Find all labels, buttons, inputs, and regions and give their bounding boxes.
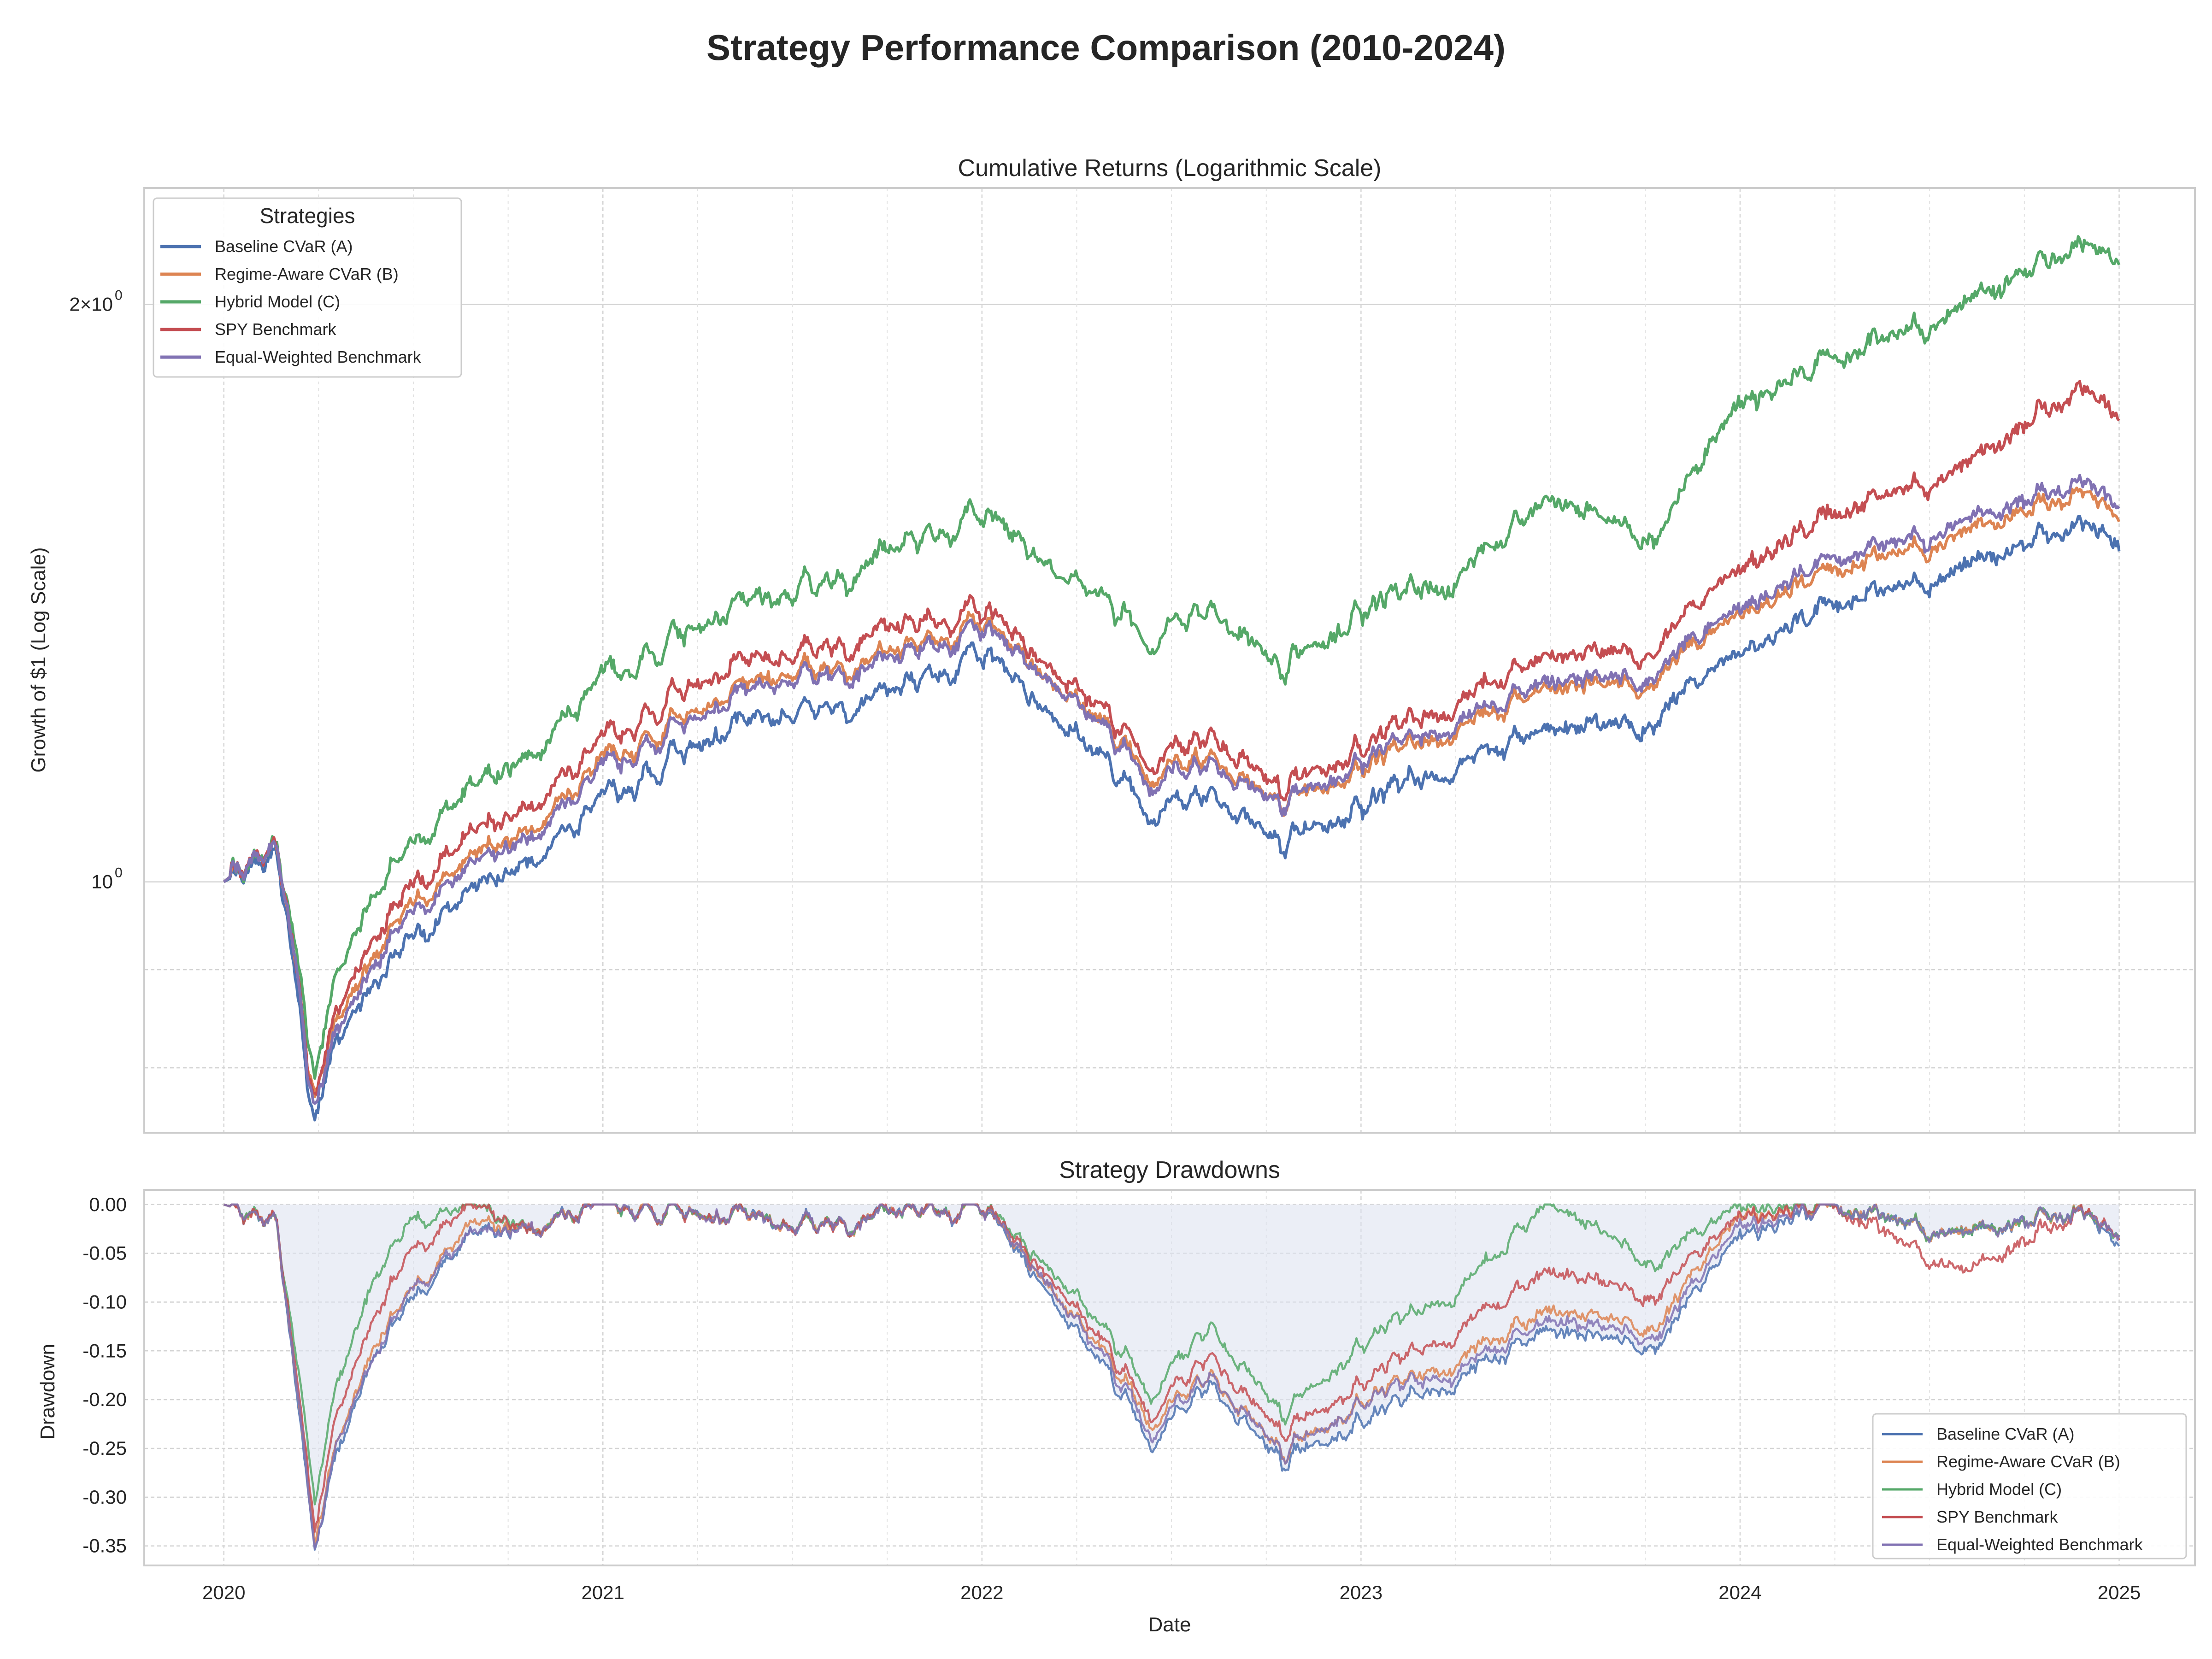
top-grid [144,188,2195,1133]
bottom-x-tick-label: 2025 [2098,1582,2141,1603]
bottom-x-tick-label: 2020 [202,1582,245,1603]
top-legend-label: Baseline CVaR (A) [215,237,353,256]
bottom-y-tick-label: -0.10 [82,1291,127,1312]
top-y-tick-label: 10 [91,871,113,893]
bottom-legend: Baseline CVaR (A) Regime-Aware CVaR (B) Hy… [1872,1413,2187,1559]
bottom-legend-box [1872,1413,2187,1559]
bottom-y-tick-label: -0.20 [82,1388,127,1410]
bottom-y-tick-label: -0.05 [82,1242,127,1264]
bottom-chart-title: Strategy Drawdowns [1059,1157,1280,1183]
top-legend-label: Regime-Aware CVaR (B) [215,265,399,283]
bottom-legend-label: Baseline CVaR (A) [1936,1424,2074,1443]
figure-suptitle: Strategy Performance Comparison (2010-20… [706,27,1506,68]
series-line-4 [223,474,2120,1105]
top-legend: Strategies Baseline CVaR (A) Regime-Aware… [153,197,462,378]
cumulative-returns-panel: Cumulative Returns (Logarithmic Scale) 1… [27,155,2196,1134]
top-y-axis-label: Growth of $1 (Log Scale) [27,547,50,772]
bottom-legend-label: SPY Benchmark [1936,1507,2058,1526]
bottom-legend-label: Hybrid Model (C) [1936,1480,2062,1499]
bottom-plot-frame [143,1189,2196,1566]
series-line-0 [223,515,2121,1122]
top-y-ticks: 10 02×10 0 [69,288,122,893]
drawdowns-panel: Strategy Drawdowns 0.00 -0.05 -0.10 -0.15 -0… [36,1157,2196,1636]
top-y-tick-exponent: 0 [115,865,123,881]
bottom-y-ticks: 0.00 -0.05 -0.10 -0.15 -0.20 -0.25 -0.30 -0.35 [82,1194,127,1557]
series-line-2 [223,235,2121,1080]
top-y-tick-label: 2×10 [69,294,113,315]
bottom-x-tick-label: 2024 [1718,1582,1761,1603]
top-legend-entries: Baseline CVaR (A) Regime-Aware CVaR (B) Hy… [160,237,422,366]
drawdown-fill [224,1204,2119,1550]
bottom-y-tick-label: 0.00 [89,1194,127,1215]
bottom-series-lines [224,1203,2120,1551]
bottom-legend-label: Regime-Aware CVaR (B) [1936,1452,2120,1471]
series-line-3 [223,380,2120,1096]
top-legend-label: Hybrid Model (C) [215,292,340,311]
bottom-x-ticks: 2020 2021 2022 2023 2024 2025 [202,1582,2141,1603]
bottom-legend-entries: Baseline CVaR (A) Regime-Aware CVaR (B) Hy… [1882,1424,2143,1554]
series-line-1 [223,486,2121,1098]
top-chart-title: Cumulative Returns (Logarithmic Scale) [958,155,1381,182]
drawdown-area [224,1204,2119,1550]
bottom-x-tick-label: 2022 [960,1582,1003,1603]
bottom-y-axis-label: Drawdown [36,1344,59,1440]
top-legend-label: SPY Benchmark [215,320,336,339]
bottom-legend-label: Equal-Weighted Benchmark [1936,1535,2143,1554]
top-legend-title: Strategies [259,204,355,228]
bottom-y-tick-label: -0.35 [82,1535,127,1557]
bottom-y-tick-label: -0.30 [82,1486,127,1508]
top-plot-frame [143,187,2196,1134]
bottom-x-tick-label: 2023 [1340,1582,1382,1603]
bottom-x-axis-label: Date [1148,1613,1191,1636]
drawdown-line-4 [224,1203,2120,1550]
top-legend-label: Equal-Weighted Benchmark [215,347,422,366]
bottom-y-tick-label: -0.15 [82,1340,127,1361]
top-legend-box [153,197,462,378]
top-y-tick-exponent: 0 [115,288,123,303]
top-series-lines [223,235,2121,1122]
bottom-y-tick-label: -0.25 [82,1437,127,1459]
bottom-x-tick-label: 2021 [582,1582,624,1603]
